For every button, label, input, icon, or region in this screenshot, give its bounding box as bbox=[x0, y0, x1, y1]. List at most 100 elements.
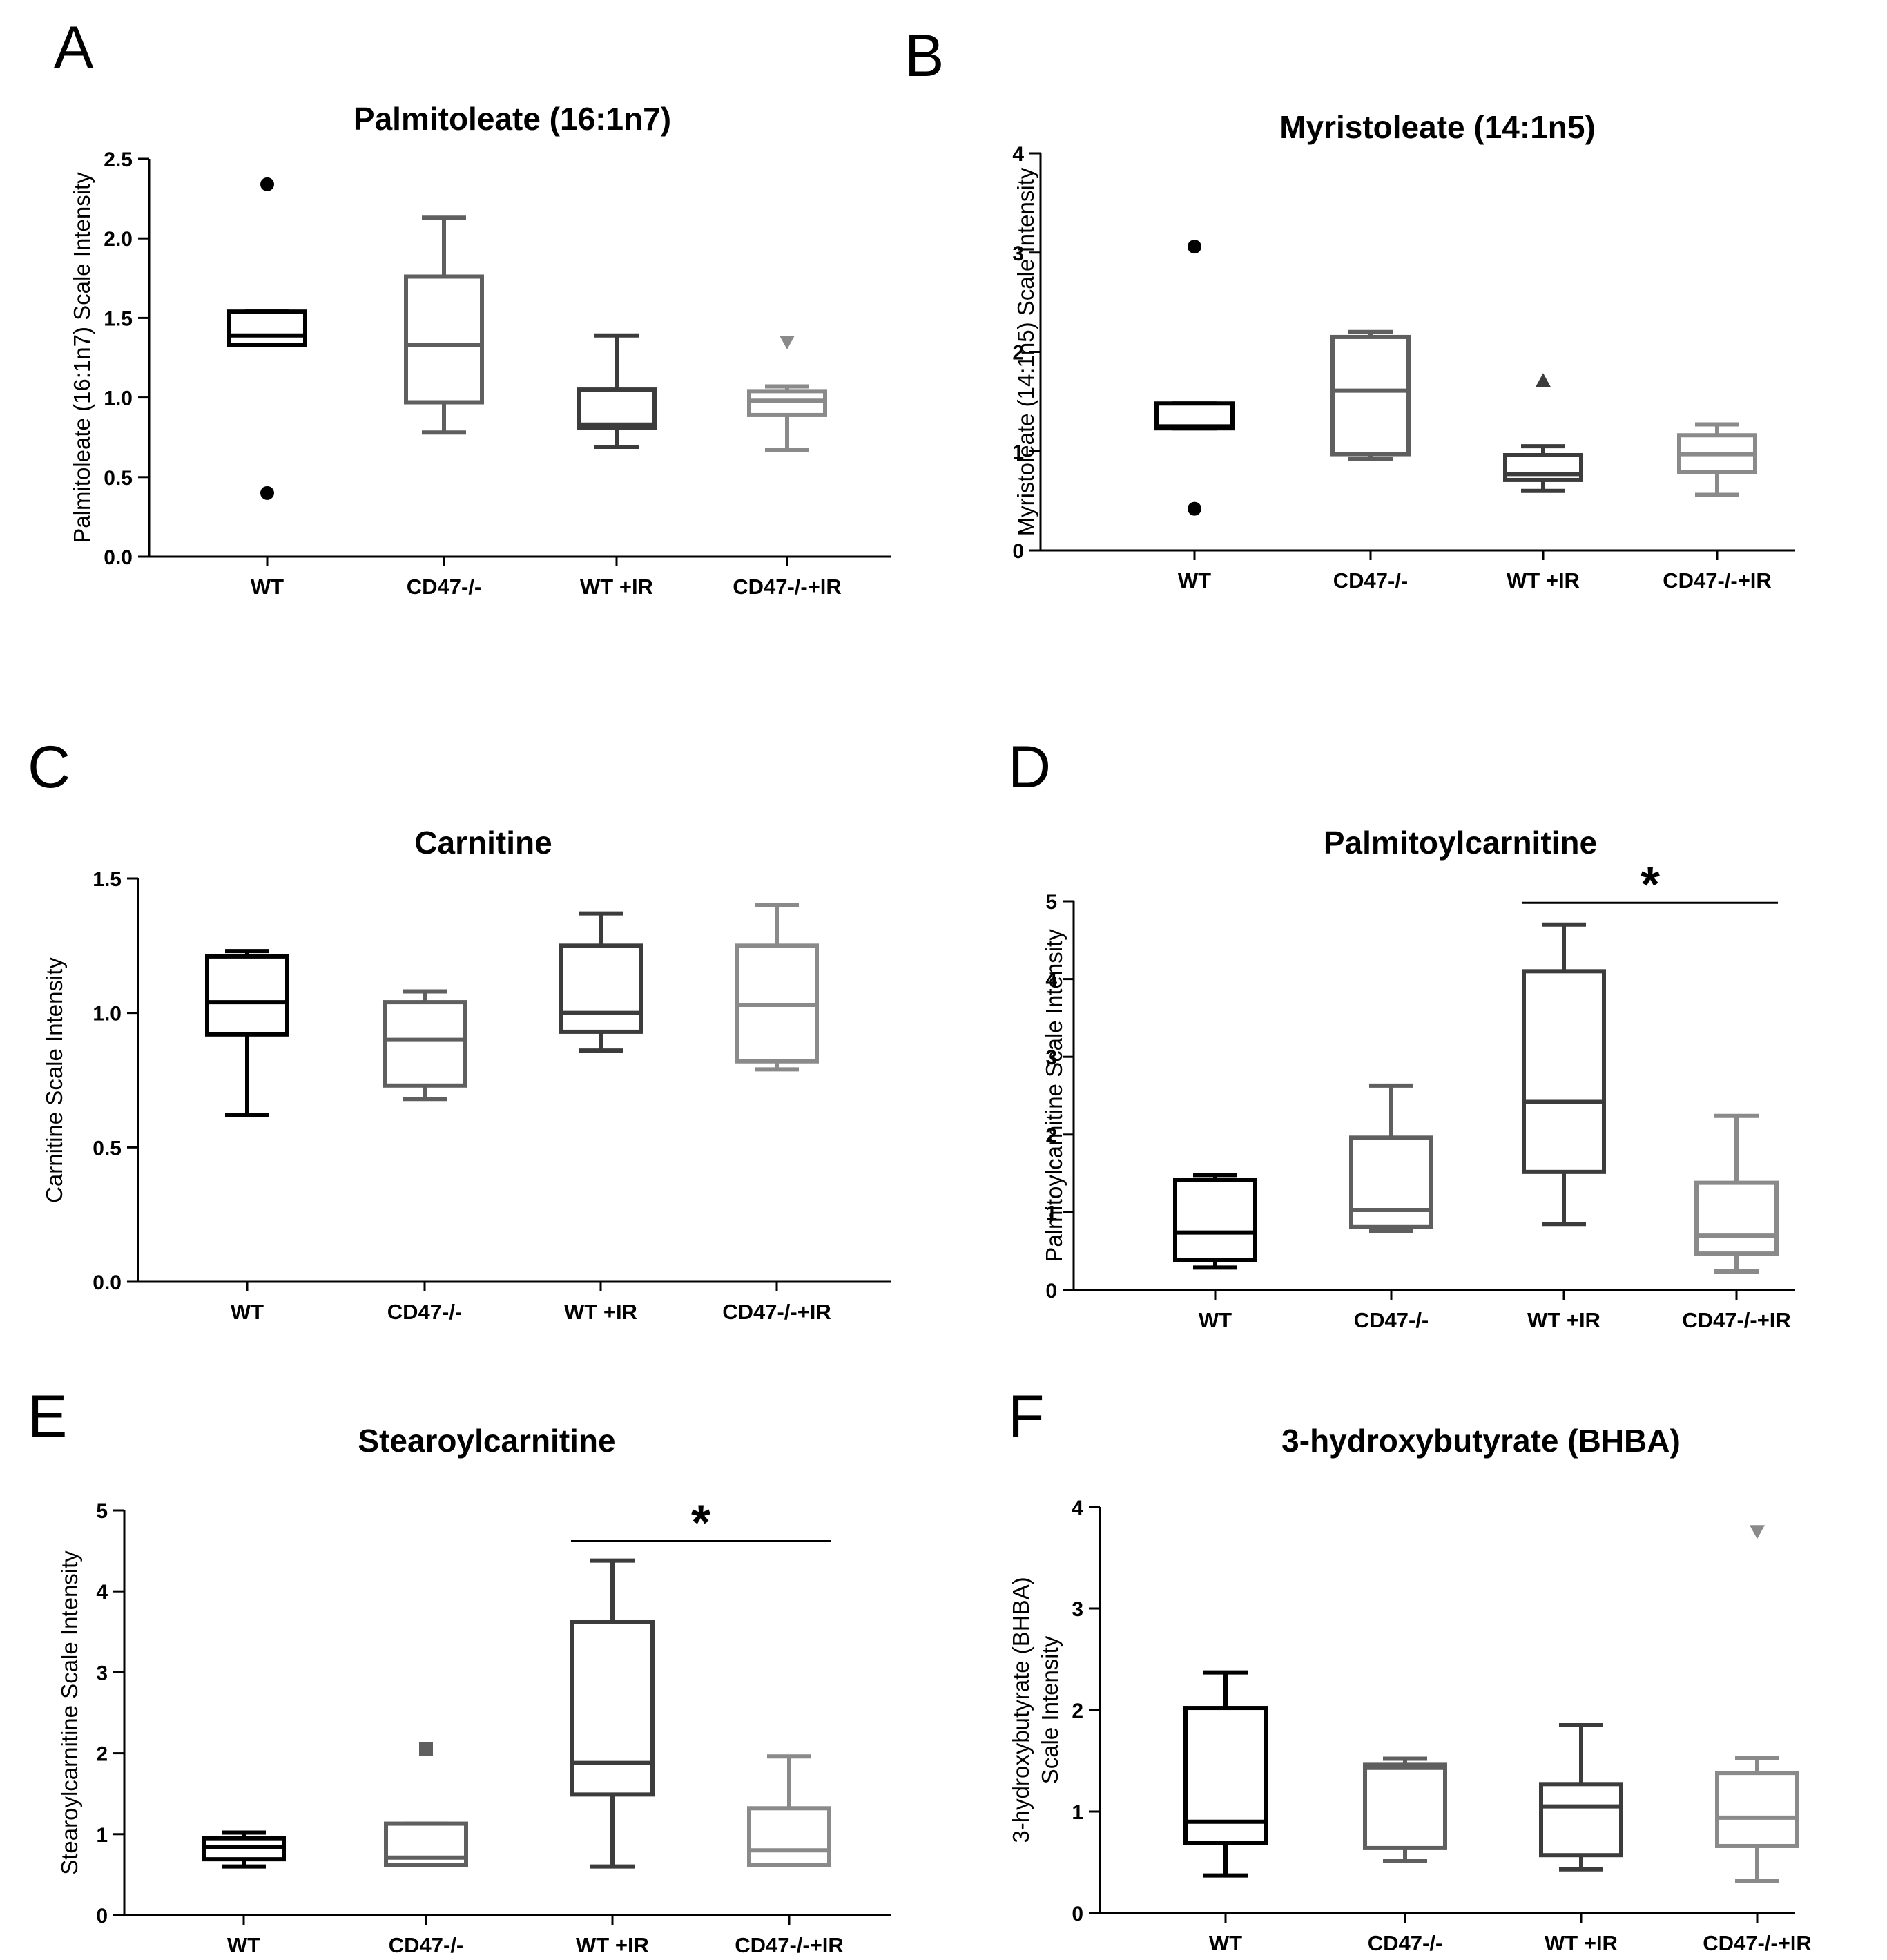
y-tick-label: 0 bbox=[1012, 540, 1024, 563]
outlier-point bbox=[260, 486, 274, 500]
outlier-point bbox=[1188, 240, 1201, 254]
iqr-box bbox=[205, 954, 289, 1037]
y-tick-label: 0 bbox=[1072, 1903, 1083, 1925]
panel-d: D Palmitoylcarnitine 0 1 2 3 4 5 Palmitoylcarnit… bbox=[1008, 734, 1795, 1332]
x-tick-label: CD47-/- bbox=[407, 575, 482, 599]
significance-star: * bbox=[1641, 857, 1660, 912]
x-tick-label: CD47-/- bbox=[389, 1933, 464, 1957]
x-tick-label: WT bbox=[227, 1933, 260, 1957]
panel-letter: B bbox=[904, 23, 944, 89]
y-axis-label: Stearoylcarnitine Scale Intensity bbox=[57, 1550, 82, 1875]
y-tick-label: 4 bbox=[1012, 143, 1024, 166]
iqr-box bbox=[570, 1620, 655, 1797]
iqr-box bbox=[577, 387, 657, 430]
outlier-point bbox=[260, 177, 274, 191]
x-tick-label: CD47-/- bbox=[1368, 1931, 1443, 1955]
y-tick-label: 2 bbox=[96, 1743, 108, 1766]
x-tick-label: CD47-/-+IR bbox=[735, 1933, 844, 1957]
box-plot bbox=[205, 949, 289, 1117]
x-tick-label: WT +IR bbox=[576, 1933, 649, 1957]
y-axis-label: Carnitine Scale Intensity bbox=[41, 957, 67, 1203]
y-tick-label: 3 bbox=[1045, 1046, 1057, 1069]
iqr-box bbox=[1363, 1762, 1447, 1850]
x-tick-label: WT bbox=[251, 575, 284, 599]
y-tick-label: 3 bbox=[1012, 242, 1024, 265]
box-plot bbox=[227, 177, 307, 500]
box-plot bbox=[202, 1830, 286, 1869]
iqr-box bbox=[559, 943, 643, 1034]
box-plot bbox=[1154, 240, 1235, 516]
y-tick-label: 1.0 bbox=[104, 387, 133, 410]
y-tick-label: 2 bbox=[1045, 1124, 1057, 1147]
panel-a: A Palmitoleate (16:1n7) 0.0 0.5 1.0 1.5 2.0 2.5… bbox=[54, 15, 891, 599]
iqr-box bbox=[1503, 453, 1583, 482]
x-tick-label: WT bbox=[231, 1300, 264, 1324]
box-plot bbox=[1677, 422, 1757, 497]
y-tick-label: 5 bbox=[1045, 891, 1057, 914]
y-tick-label: 1 bbox=[1012, 441, 1024, 463]
chart-title: Myristoleate (14:1n5) bbox=[1279, 109, 1596, 145]
y-tick-label: 1.0 bbox=[93, 1003, 122, 1026]
panel-b: B Myristoleate (14:1n5) 0 1 2 3 4Myristoleate … bbox=[904, 23, 1795, 593]
y-tick-label: 1.5 bbox=[104, 307, 133, 330]
x-tick-label: WT bbox=[1178, 568, 1211, 593]
chart-title: 3-hydroxybutyrate (BHBA) bbox=[1281, 1423, 1681, 1459]
y-axis-label: Palmitoylcarnitine Scale Intensity bbox=[1041, 929, 1067, 1262]
box-plot bbox=[404, 215, 484, 435]
y-tick-label: 0.5 bbox=[104, 467, 133, 490]
x-tick-label: WT +IR bbox=[1507, 568, 1580, 593]
panel-e: E Stearoylcarnitine 0 1 2 3 4 5 Stearoylcarnitin… bbox=[28, 1383, 891, 1957]
box-plot bbox=[1183, 1670, 1268, 1878]
chart-title: Palmitoleate (16:1n7) bbox=[354, 101, 671, 137]
x-tick-label: WT +IR bbox=[564, 1300, 637, 1324]
box-plot bbox=[384, 1742, 468, 1867]
chart-title: Carnitine bbox=[414, 825, 552, 861]
iqr-box bbox=[227, 309, 307, 347]
y-tick-label: 0.0 bbox=[93, 1271, 122, 1294]
box-plot bbox=[1503, 373, 1583, 493]
panel-letter: C bbox=[28, 734, 70, 800]
y-tick-label: 4 bbox=[1072, 1497, 1083, 1519]
y-tick-label: 0 bbox=[96, 1905, 108, 1928]
x-tick-label: WT +IR bbox=[1527, 1308, 1600, 1332]
iqr-box bbox=[404, 274, 484, 405]
y-tick-label: 1 bbox=[96, 1824, 108, 1847]
iqr-box bbox=[1349, 1135, 1433, 1229]
x-tick-label: CD47-/-+IR bbox=[1703, 1931, 1812, 1955]
y-tick-label: 0 bbox=[1045, 1280, 1057, 1303]
y-axis-label-line: Scale Intensity bbox=[1037, 1635, 1063, 1784]
y-tick-label: 1.5 bbox=[93, 868, 122, 891]
box-plot bbox=[1330, 329, 1411, 461]
panel-letter: E bbox=[28, 1383, 67, 1450]
outlier-point bbox=[1750, 1525, 1765, 1539]
panel-letter: F bbox=[1008, 1383, 1045, 1450]
box-plot bbox=[1522, 922, 1606, 1227]
y-tick-label: 2 bbox=[1072, 1700, 1083, 1722]
x-tick-label: WT +IR bbox=[1545, 1931, 1618, 1955]
x-tick-label: CD47-/-+IR bbox=[1663, 568, 1772, 593]
x-tick-label: CD47-/- bbox=[387, 1300, 463, 1324]
y-tick-label: 2.0 bbox=[104, 228, 133, 251]
x-tick-label: WT bbox=[1209, 1931, 1242, 1955]
panel-f: F 3-hydroxybutyrate (BHBA) 0 1 2 3 4 3-hydroxyb… bbox=[1008, 1383, 1812, 1955]
iqr-box bbox=[1715, 1771, 1799, 1848]
y-axis-label: Palmitoleate (16:1n7) Scale Intensity bbox=[69, 172, 95, 544]
outlier-point bbox=[1188, 501, 1201, 516]
x-tick-label: CD47-/-+IR bbox=[722, 1300, 831, 1324]
box-plot bbox=[1694, 1113, 1779, 1274]
y-axis-label: Myristoleate (14:1n5) Scale Intensity bbox=[1013, 167, 1038, 536]
panel-letter: D bbox=[1008, 734, 1051, 800]
chart-title: Palmitoylcarnitine bbox=[1324, 825, 1597, 861]
iqr-box bbox=[1539, 1782, 1623, 1858]
y-tick-label: 1 bbox=[1045, 1202, 1057, 1224]
box-plot bbox=[735, 903, 819, 1072]
y-tick-label: 2 bbox=[1012, 342, 1024, 365]
y-tick-label: 3 bbox=[1072, 1598, 1083, 1621]
box-plot bbox=[747, 1754, 831, 1867]
iqr-box bbox=[747, 1806, 831, 1867]
box-plot bbox=[1363, 1756, 1447, 1864]
x-tick-label: CD47-/-+IR bbox=[733, 575, 842, 599]
iqr-box bbox=[747, 389, 827, 417]
chart-title: Stearoylcarnitine bbox=[358, 1423, 615, 1459]
box-plot bbox=[1539, 1723, 1623, 1872]
